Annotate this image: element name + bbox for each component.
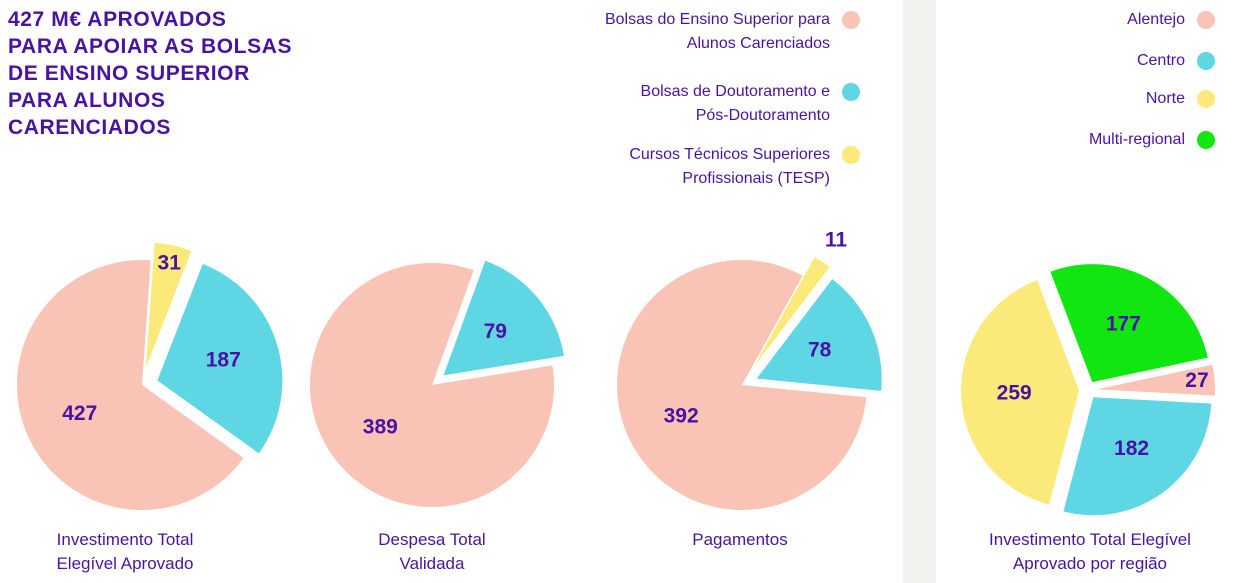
- value-label: 259: [997, 382, 1032, 405]
- title-line: DE ENSINO SUPERIOR: [8, 62, 250, 85]
- pie-slice: [961, 280, 1080, 505]
- legend-swatch: [1197, 131, 1215, 149]
- value-label: 78: [808, 339, 832, 362]
- value-label: 79: [484, 320, 507, 343]
- pie-slice: [157, 263, 283, 454]
- value-label: 27: [1185, 369, 1208, 392]
- legend-label: Bolsas do Ensino Superior para Alunos Ca…: [604, 11, 830, 52]
- legend-label: Alentejo: [1127, 11, 1185, 28]
- pie-slice: [756, 279, 882, 391]
- pie-slice: [17, 260, 244, 511]
- pie-slice: [754, 257, 830, 367]
- legend-label: Bolsas de Doutoramento e Pós-Doutorament…: [640, 83, 830, 124]
- value-label: 31: [158, 251, 182, 274]
- value-label: 427: [62, 402, 97, 425]
- legend-swatch: [842, 83, 860, 101]
- pie-slice: [1050, 264, 1208, 383]
- value-label: 392: [664, 404, 699, 427]
- pie-slice: [145, 242, 192, 368]
- legend-item: Alentejo: [1015, 8, 1215, 32]
- pie-slice: [1096, 364, 1215, 396]
- chart-caption: Investimento Total Elegível Aprovado por…: [989, 530, 1191, 573]
- value-label: 177: [1106, 313, 1141, 336]
- pie-slice: [309, 262, 554, 508]
- pie-slice: [617, 260, 867, 510]
- legend-item: Multi-regional: [1015, 128, 1215, 152]
- legend-swatch: [1197, 90, 1215, 108]
- divider: [903, 0, 936, 583]
- chart-caption: Pagamentos: [692, 530, 788, 549]
- title-line: PARA APOIAR AS BOLSAS: [8, 35, 293, 58]
- title-line: PARA ALUNOS: [8, 89, 166, 112]
- title-line: CARENCIADOS: [8, 116, 171, 139]
- legend-item: Cursos Técnicos Superiores Profissionais…: [560, 143, 860, 191]
- value-label: 182: [1114, 437, 1149, 460]
- value-label: 11: [825, 228, 848, 251]
- title-line: 427 M€ APROVADOS: [8, 8, 227, 31]
- legend-swatch: [1197, 11, 1215, 29]
- chart-caption: Investimento Total Elegível Aprovado: [56, 530, 194, 573]
- legend-item: Bolsas de Doutoramento e Pós-Doutorament…: [560, 80, 860, 128]
- legend-label: Multi-regional: [1088, 131, 1185, 148]
- legend-item: Norte: [1015, 87, 1215, 111]
- title: 427 M€ APROVADOS PARA APOIAR AS BOLSAS DE …: [8, 6, 292, 141]
- legend-item: Bolsas do Ensino Superior para Alunos Ca…: [560, 8, 860, 56]
- pie-slice: [1063, 397, 1212, 516]
- chart-caption: Despesa Total Validada: [378, 530, 486, 573]
- value-label: 187: [206, 348, 241, 371]
- value-label: 389: [363, 415, 398, 438]
- legend-swatch: [842, 11, 860, 29]
- legend-swatch: [1197, 52, 1215, 70]
- legend-label: Norte: [1145, 90, 1185, 107]
- pie-slice: [443, 260, 564, 376]
- legend-label: Cursos Técnicos Superiores Profissionais…: [629, 146, 830, 187]
- legend-item: Centro: [1015, 49, 1215, 73]
- legend-label: Centro: [1136, 52, 1185, 69]
- legend-swatch: [842, 146, 860, 164]
